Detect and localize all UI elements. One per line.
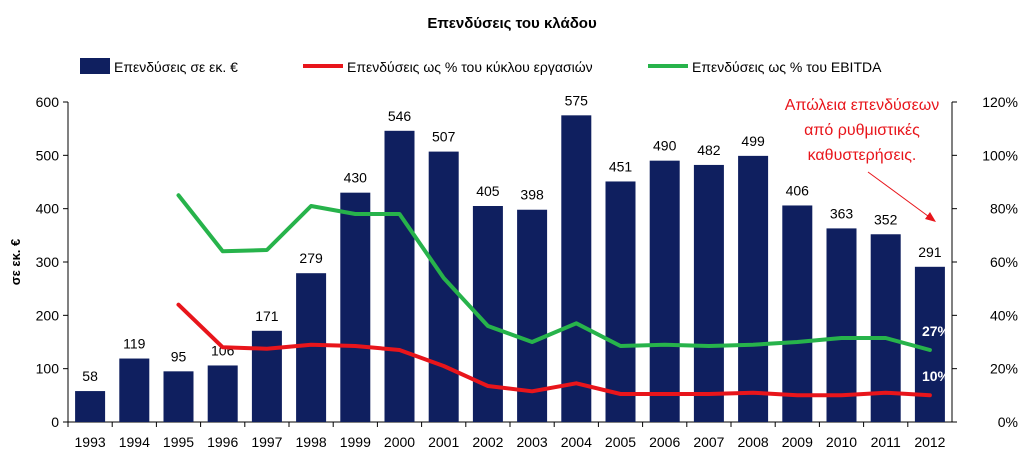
- left-tick-label: 600: [36, 94, 60, 110]
- x-tick-label: 1995: [163, 434, 194, 450]
- bar-value-label: 95: [171, 348, 187, 364]
- bar: [207, 365, 238, 422]
- x-tick-label: 1996: [207, 434, 238, 450]
- x-tick-label: 2004: [561, 434, 592, 450]
- bar: [782, 205, 813, 422]
- x-tick-label: 2005: [605, 434, 636, 450]
- bar-value-label: 507: [432, 129, 456, 145]
- bar-value-label: 499: [741, 133, 765, 149]
- end-label-turnover: 10%: [922, 368, 951, 384]
- annotation-line-2: από ρυθμιστικές: [804, 122, 920, 139]
- right-tick-label: 20%: [990, 361, 1018, 377]
- x-tick-label: 2002: [472, 434, 503, 450]
- bar-value-label: 363: [830, 205, 854, 221]
- annotation: Απώλεια επενδύσεων από ρυθμιστικές καθυσ…: [785, 97, 940, 222]
- bar: [826, 228, 857, 422]
- annotation-line-3: καθυστερήσεις.: [808, 147, 917, 164]
- x-tick-label: 1997: [251, 434, 282, 450]
- x-tick-label: 2008: [738, 434, 769, 450]
- bar: [384, 130, 415, 423]
- end-label-ebitda: 27%: [922, 323, 951, 339]
- bar: [738, 155, 769, 422]
- x-tick-label: 1994: [119, 434, 150, 450]
- right-tick-label: 40%: [990, 307, 1018, 323]
- bar: [561, 115, 592, 422]
- right-tick-label: 60%: [990, 254, 1018, 270]
- left-tick-label: 500: [36, 147, 60, 163]
- bar-value-label: 119: [123, 336, 146, 352]
- x-tick-label: 2007: [693, 434, 724, 450]
- bar-value-label: 398: [520, 187, 544, 203]
- x-tick-label: 2006: [649, 434, 680, 450]
- legend-swatch-bar: [80, 58, 110, 74]
- bar-value-label: 546: [388, 108, 412, 124]
- bar-value-label: 482: [697, 142, 721, 158]
- right-tick-label: 120%: [982, 94, 1018, 110]
- bar-value-label: 430: [344, 170, 368, 186]
- bar: [517, 209, 548, 422]
- series-lines: [176, 193, 932, 398]
- x-tick-label: 2000: [384, 434, 415, 450]
- legend-label-green-line: Επενδύσεις ως % του EBITDA: [692, 59, 882, 75]
- x-tick-label: 1999: [340, 434, 371, 450]
- x-tick-label: 1998: [296, 434, 327, 450]
- bar: [251, 330, 282, 422]
- left-tick-label: 0: [51, 414, 59, 430]
- bar: [914, 266, 945, 422]
- bar-value-label: 291: [918, 244, 942, 260]
- bar-value-label: 490: [653, 138, 677, 154]
- left-axis-ticks: 0 100 200 300 400 500 600: [36, 94, 68, 430]
- bar: [163, 371, 194, 422]
- left-tick-label: 200: [36, 307, 60, 323]
- right-tick-label: 100%: [982, 147, 1018, 163]
- left-tick-label: 300: [36, 254, 60, 270]
- bar: [605, 181, 636, 422]
- x-tick-label: 2001: [428, 434, 459, 450]
- left-tick-label: 400: [36, 201, 60, 217]
- x-axis-ticks: 1993 1994 1995 1996 1997 1998 1999 2000 2001 2002…: [67, 422, 946, 450]
- line-series-ebitda-pct: [176, 193, 932, 352]
- right-axis-ticks: 0% 20% 40% 60% 80% 100% 120%: [952, 94, 1018, 430]
- left-tick-label: 100: [36, 361, 60, 377]
- bar-value-label: 406: [786, 182, 810, 198]
- legend-label-red-line: Επενδύσεις ως % του κύκλου εργασιών: [347, 59, 593, 75]
- bar-value-label: 575: [565, 92, 589, 108]
- right-tick-label: 0%: [998, 414, 1018, 430]
- bar: [649, 160, 680, 422]
- bar: [693, 164, 724, 422]
- line-series-turnover-pct: [176, 302, 932, 398]
- right-tick-label: 80%: [990, 201, 1018, 217]
- bar-value-label: 352: [874, 211, 898, 227]
- bar-value-label: 279: [299, 250, 323, 266]
- annotation-line-1: Απώλεια επενδύσεων: [785, 97, 940, 114]
- chart-title: Επενδύσεις του κλάδου: [427, 15, 597, 32]
- x-tick-label: 1993: [75, 434, 106, 450]
- bar: [119, 358, 150, 422]
- bar-value-label: 58: [82, 368, 98, 384]
- bar: [340, 192, 371, 422]
- x-tick-label: 2012: [914, 434, 945, 450]
- bar-value-label: 451: [609, 158, 633, 174]
- annotation-arrow-shaft: [867, 171, 933, 220]
- x-tick-label: 2003: [517, 434, 548, 450]
- annotation-arrow-head: [925, 212, 936, 222]
- x-tick-label: 2010: [826, 434, 857, 450]
- y-axis-label: σε εκ. €: [8, 239, 23, 286]
- bar-value-label: 171: [255, 308, 279, 324]
- x-tick-label: 2011: [871, 434, 901, 450]
- bar-value-label: 405: [476, 183, 500, 199]
- legend: Επενδύσεις σε εκ. € Επενδύσεις ως % του …: [80, 58, 882, 75]
- bar: [75, 391, 106, 422]
- x-tick-label: 2009: [782, 434, 813, 450]
- legend-label-bar: Επενδύσεις σε εκ. €: [114, 59, 238, 75]
